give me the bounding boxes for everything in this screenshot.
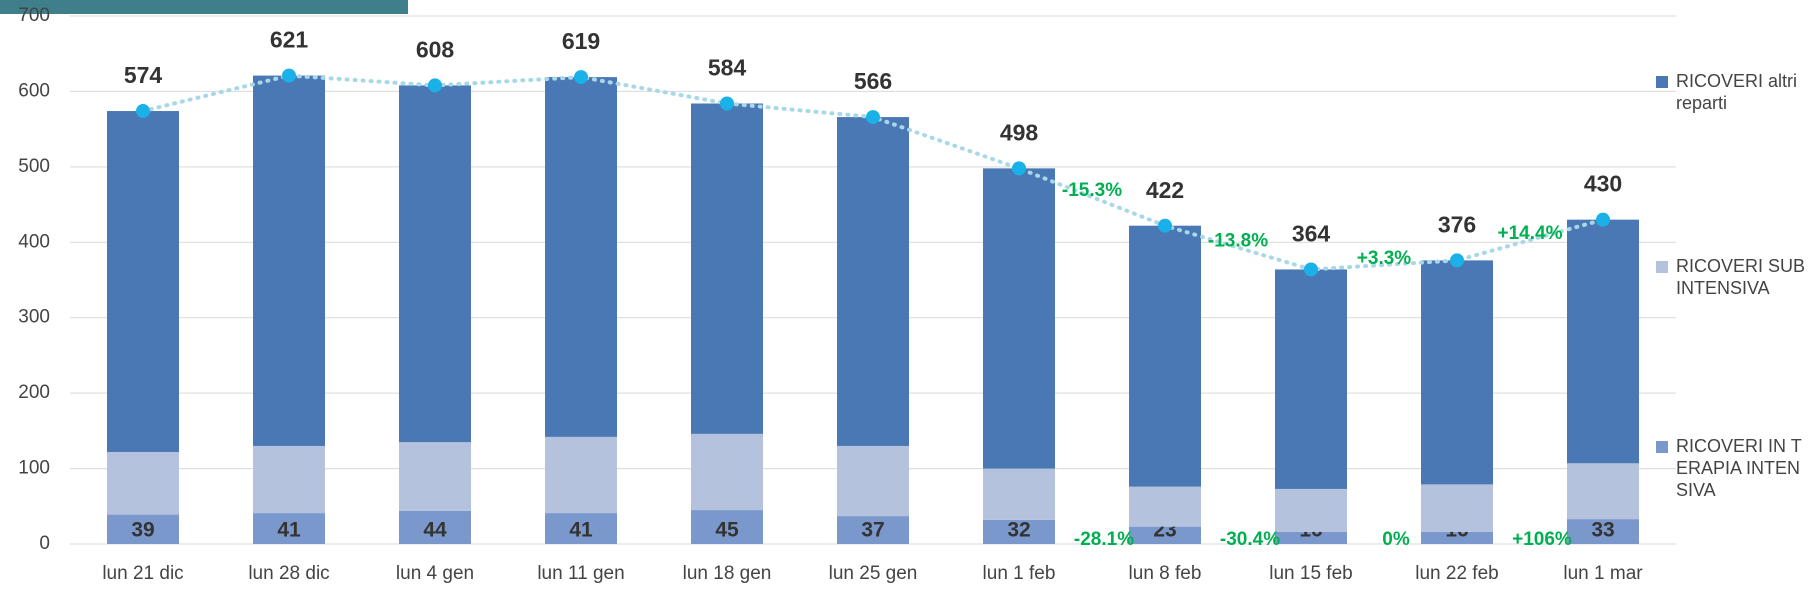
- x-tick-label: lun 25 gen: [829, 563, 918, 584]
- bar-segment: [837, 445, 909, 517]
- y-tick-label: 600: [18, 80, 50, 101]
- bar-segment: [1275, 531, 1347, 544]
- y-tick-label: 300: [18, 307, 50, 328]
- bar-segment: [107, 451, 179, 515]
- total-point: [136, 104, 150, 119]
- bar-segment: [253, 445, 325, 514]
- bar-segment: [983, 519, 1055, 544]
- x-tick-label: lun 8 feb: [1129, 563, 1202, 584]
- x-tick-label: lun 1 mar: [1563, 563, 1643, 584]
- x-tick-label: lun 15 feb: [1269, 563, 1352, 584]
- bar-value-label: 41: [569, 519, 593, 542]
- intensive-change-label: 0%: [1382, 529, 1410, 550]
- bar-value-label: 37: [861, 519, 884, 542]
- y-tick-label: 700: [18, 5, 50, 26]
- bar-segment: [545, 513, 617, 544]
- total-point: [1596, 212, 1610, 227]
- x-tick-label: lun 22 feb: [1415, 563, 1498, 584]
- legend-label: RICOVERI SUBINTENSIVA: [1676, 256, 1806, 298]
- legend-label: RICOVERI altri reparti: [1676, 71, 1798, 113]
- bar-value-label: 39: [131, 519, 154, 542]
- intensive-change-label: -28.1%: [1074, 529, 1134, 550]
- x-tick-label: lun 21 dic: [102, 563, 183, 584]
- bar-segment: [545, 436, 617, 514]
- x-tick-label: lun 18 gen: [683, 563, 772, 584]
- bar-segment: [1421, 260, 1493, 485]
- total-point: [574, 70, 588, 85]
- total-label: 608: [416, 36, 455, 62]
- bar-segment: [1129, 526, 1201, 544]
- bar-segment: [837, 516, 909, 544]
- total-point: [720, 96, 734, 111]
- total-label: 621: [270, 27, 309, 53]
- y-tick-label: 500: [18, 156, 50, 177]
- bar-value-label: 32: [1007, 519, 1030, 542]
- intensive-change-label: -30.4%: [1220, 529, 1280, 550]
- legend-label: RICOVERI IN TERAPIA INTENSIVA: [1676, 436, 1802, 500]
- y-tick-label: 0: [39, 533, 50, 554]
- bar-segment: [1275, 269, 1347, 489]
- total-point: [1012, 161, 1026, 176]
- bar-segment: [837, 117, 909, 446]
- total-point: [1158, 218, 1172, 233]
- total-change-label: -15.3%: [1062, 180, 1122, 201]
- bar-segment: [253, 75, 325, 446]
- bar-segment: [1129, 486, 1201, 527]
- total-label: 376: [1438, 211, 1476, 237]
- total-label: 566: [854, 68, 892, 94]
- bar-segment: [1421, 484, 1493, 532]
- bar-segment: [545, 77, 617, 437]
- intensive-change-label: +106%: [1512, 529, 1572, 550]
- total-point: [282, 68, 296, 83]
- bar-segment: [1275, 488, 1347, 532]
- bar-value-label: 41: [277, 519, 301, 542]
- bar-value-label: 44: [423, 519, 447, 542]
- total-point: [866, 110, 880, 125]
- y-tick-label: 400: [18, 231, 50, 252]
- bar-segment: [399, 442, 471, 511]
- legend-swatch: [1656, 261, 1668, 273]
- legend-swatch: [1656, 76, 1668, 88]
- bar-segment: [1567, 463, 1639, 520]
- bar-segment: [1129, 225, 1201, 487]
- y-tick-label: 100: [18, 458, 50, 479]
- bar-value-label: 45: [715, 519, 739, 542]
- total-label: 422: [1146, 177, 1184, 203]
- total-point: [428, 78, 442, 93]
- bar-value-label: 33: [1591, 519, 1614, 542]
- x-tick-label: lun 4 gen: [396, 563, 474, 584]
- total-label: 574: [124, 62, 163, 88]
- total-label: 619: [562, 28, 600, 54]
- total-point: [1450, 253, 1464, 268]
- bar-segment: [983, 168, 1055, 469]
- bar-segment: [253, 513, 325, 544]
- bar-segment: [399, 85, 471, 443]
- total-label: 498: [1000, 119, 1039, 145]
- bar-segment: [691, 433, 763, 511]
- x-tick-label: lun 1 feb: [983, 563, 1056, 584]
- total-point: [1304, 262, 1318, 277]
- bar-segment: [983, 468, 1055, 520]
- bar-segment: [107, 514, 179, 544]
- bar-segment: [1567, 219, 1639, 464]
- y-tick-label: 200: [18, 382, 50, 403]
- bar-segment: [691, 510, 763, 544]
- total-label: 364: [1292, 221, 1331, 247]
- total-label: 584: [708, 55, 747, 81]
- total-change-label: +3.3%: [1357, 248, 1412, 269]
- legend-swatch: [1656, 441, 1668, 453]
- bar-segment: [1421, 531, 1493, 544]
- title-bar: [0, 0, 408, 14]
- x-tick-label: lun 11 gen: [537, 563, 624, 584]
- total-change-label: -13.8%: [1208, 231, 1268, 252]
- x-tick-label: lun 28 dic: [248, 563, 329, 584]
- total-change-label: +14.4%: [1498, 223, 1563, 244]
- bar-segment: [1567, 519, 1639, 544]
- total-label: 430: [1584, 171, 1622, 197]
- bar-segment: [399, 510, 471, 544]
- bar-segment: [107, 111, 179, 452]
- bar-segment: [691, 103, 763, 434]
